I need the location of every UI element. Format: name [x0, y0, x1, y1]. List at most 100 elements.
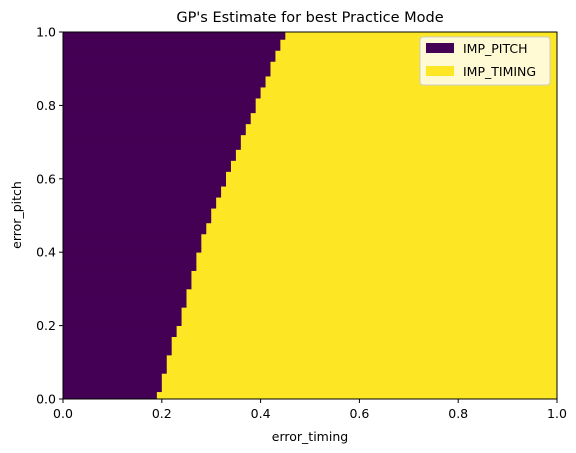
- heatmap-row-imp-pitch: [63, 197, 217, 202]
- legend-label-imp-pitch: IMP_PITCH: [463, 41, 528, 56]
- heatmap-row-imp-pitch: [63, 193, 222, 198]
- heatmap-row-imp-pitch: [63, 39, 281, 44]
- heatmap-row-imp-pitch: [63, 138, 241, 143]
- heatmap-row-imp-pitch: [63, 123, 246, 128]
- heatmap-row-imp-pitch: [63, 384, 162, 389]
- heatmap-row-imp-pitch: [63, 274, 192, 279]
- heatmap-row-imp-pitch: [63, 142, 241, 147]
- heatmap-row-imp-pitch: [63, 270, 192, 275]
- heatmap-row-imp-pitch: [63, 299, 187, 304]
- heatmap-row-imp-pitch: [63, 303, 187, 308]
- heatmap-row-imp-pitch: [63, 35, 286, 40]
- heatmap-row-imp-pitch: [63, 127, 246, 132]
- heatmap-row-imp-pitch: [63, 134, 241, 139]
- heatmap-cells: [63, 32, 557, 400]
- heatmap-row-imp-pitch: [63, 101, 256, 106]
- heatmap-row-imp-pitch: [63, 171, 227, 176]
- heatmap-row-imp-pitch: [63, 178, 227, 183]
- heatmap-row-imp-pitch: [63, 351, 172, 356]
- heatmap-row-imp-pitch: [63, 116, 251, 121]
- y-tick-label: 1.0: [36, 25, 56, 40]
- heatmap-row-imp-pitch: [63, 332, 177, 338]
- heatmap-row-imp-pitch: [63, 340, 172, 345]
- heatmap-row-imp-pitch: [63, 90, 261, 95]
- heatmap-row-imp-pitch: [63, 321, 182, 326]
- heatmap-row-imp-pitch: [63, 50, 276, 55]
- heatmap-row-imp-pitch: [63, 61, 271, 66]
- heatmap-row-imp-pitch: [63, 310, 182, 315]
- heatmap-row-imp-pitch: [63, 131, 246, 136]
- heatmap-row-imp-pitch: [63, 343, 172, 349]
- heatmap-row-imp-pitch: [63, 387, 162, 393]
- heatmap-row-imp-pitch: [63, 94, 261, 99]
- heatmap-row-imp-pitch: [63, 395, 157, 400]
- x-tick-label: 0.0: [53, 406, 73, 421]
- heatmap-row-imp-pitch: [63, 32, 286, 37]
- y-tick-label: 0.8: [36, 98, 56, 113]
- heatmap-row-imp-pitch: [63, 83, 266, 88]
- heatmap-row-imp-pitch: [63, 68, 271, 73]
- heatmap-row-imp-pitch: [63, 43, 281, 48]
- legend: IMP_PITCH IMP_TIMING: [419, 36, 551, 86]
- heatmap-row-imp-pitch: [63, 222, 207, 227]
- heatmap-row-imp-pitch: [63, 365, 167, 371]
- heatmap-row-imp-pitch: [63, 226, 207, 231]
- heatmap-row-imp-pitch: [63, 182, 227, 187]
- heatmap-row-imp-pitch: [63, 296, 187, 301]
- heatmap-row-imp-pitch: [63, 65, 271, 70]
- heatmap-row-imp-pitch: [63, 200, 217, 205]
- x-tick-label: 1.0: [547, 406, 567, 421]
- heatmap-row-imp-pitch: [63, 288, 187, 293]
- y-axis-ticks: 0.0 0.2 0.4 0.6 0.8 1.0: [36, 25, 63, 407]
- heatmap-row-imp-pitch: [63, 281, 192, 286]
- heatmap-row-imp-pitch: [63, 98, 256, 103]
- heatmap-row-imp-pitch: [63, 211, 212, 216]
- heatmap-row-imp-pitch: [63, 189, 222, 194]
- heatmap-row-imp-pitch: [63, 391, 157, 396]
- heatmap-row-imp-pitch: [63, 336, 172, 341]
- x-tick-label: 0.6: [349, 406, 369, 421]
- heatmap-row-imp-pitch: [63, 369, 167, 374]
- heatmap-row-imp-pitch: [63, 263, 197, 268]
- heatmap-row-imp-pitch: [63, 204, 217, 209]
- heatmap-row-imp-pitch: [63, 149, 236, 154]
- heatmap-row-imp-pitch: [63, 186, 222, 191]
- heatmap-row-imp-pitch: [63, 233, 202, 238]
- heatmap-row-imp-pitch: [63, 292, 187, 297]
- x-tick-label: 0.2: [152, 406, 172, 421]
- legend-swatch-imp-pitch: [426, 43, 454, 53]
- heatmap-row-imp-pitch: [63, 156, 236, 161]
- heatmap-row-imp-pitch: [63, 373, 162, 378]
- heatmap-row-imp-pitch: [63, 79, 266, 84]
- legend-label-imp-timing: IMP_TIMING: [463, 64, 536, 79]
- heatmap-row-imp-pitch: [63, 105, 256, 110]
- heatmap-row-imp-pitch: [63, 380, 162, 385]
- x-tick-label: 0.4: [251, 406, 271, 421]
- heatmap-row-imp-pitch: [63, 266, 197, 271]
- heatmap-row-imp-pitch: [63, 164, 231, 169]
- plot-frame: [62, 31, 558, 400]
- heatmap-row-imp-pitch: [63, 376, 162, 382]
- heatmap-row-imp-pitch: [63, 57, 276, 62]
- y-tick-label: 0.0: [36, 392, 56, 407]
- heatmap-row-imp-pitch: [63, 244, 202, 249]
- heatmap-row-imp-pitch: [63, 109, 256, 114]
- heatmap-row-imp-pitch: [63, 153, 236, 158]
- heatmap-row-imp-pitch: [63, 237, 202, 242]
- heatmap-row-imp-pitch: [63, 248, 202, 253]
- heatmap-row-imp-pitch: [63, 325, 177, 330]
- y-tick-label: 0.2: [36, 318, 56, 333]
- heatmap-row-imp-pitch: [63, 215, 212, 220]
- heatmap-row-imp-pitch: [63, 347, 172, 352]
- heatmap-row-imp-pitch: [63, 285, 192, 290]
- heatmap-row-imp-pitch: [63, 46, 281, 51]
- heatmap-row-imp-pitch: [63, 145, 241, 150]
- heatmap-row-imp-pitch: [63, 54, 276, 59]
- y-tick-label: 0.6: [36, 171, 56, 186]
- heatmap-row-imp-pitch: [63, 354, 167, 360]
- heatmap-row-imp-pitch: [63, 329, 177, 334]
- heatmap-row-imp-pitch: [63, 318, 182, 323]
- x-axis-ticks: 0.0 0.2 0.4 0.6 0.8 1.0: [53, 399, 567, 421]
- heatmap-row-imp-pitch: [63, 259, 197, 264]
